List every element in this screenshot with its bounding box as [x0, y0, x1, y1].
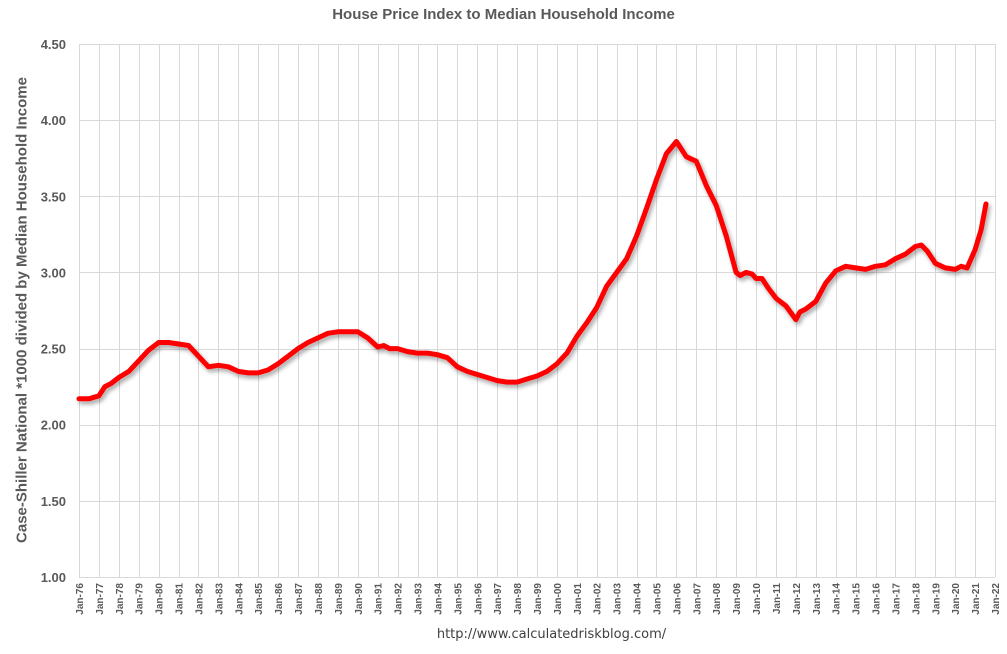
series-line-house-price-to-income — [76, 139, 989, 402]
x-tick-label: Jan-16 — [872, 583, 883, 615]
x-tick-label: Jan-91 — [374, 583, 385, 615]
x-tick-label: Jan-87 — [294, 583, 305, 615]
x-tick-label: Jan-10 — [752, 583, 763, 615]
x-tick-label: Jan-08 — [712, 583, 723, 615]
y-tick-label: 4.50 — [41, 37, 66, 52]
x-tick-label: Jan-99 — [533, 583, 544, 615]
x-tick-label: Jan-07 — [692, 583, 703, 615]
x-tick-label: Jan-94 — [433, 583, 444, 615]
x-tick-label: Jan-83 — [214, 583, 225, 615]
y-tick-label: 1.50 — [41, 494, 66, 509]
y-tick-label: 1.00 — [41, 570, 66, 585]
x-tick-label: Jan-85 — [254, 583, 265, 615]
x-tick-label: Jan-00 — [553, 583, 564, 615]
x-tick-label: Jan-97 — [493, 583, 504, 615]
x-tick-label: Jan-17 — [891, 583, 902, 615]
chart-title: House Price Index to Median Household In… — [332, 6, 675, 23]
x-tick-label: Jan-19 — [931, 583, 942, 615]
x-tick-label: Jan-01 — [573, 583, 584, 615]
x-tick-label: Jan-77 — [95, 583, 106, 615]
x-tick-label: Jan-22 — [991, 583, 1002, 615]
y-axis-ticks: 1.00 1.50 2.00 2.50 3.00 3.50 4.00 4.50 — [41, 37, 66, 585]
x-tick-label: Jan-20 — [951, 583, 962, 615]
x-tick-label: Jan-92 — [394, 583, 405, 615]
x-tick-label: Jan-79 — [135, 583, 146, 615]
x-tick-label: Jan-86 — [274, 583, 285, 615]
gridlines — [79, 44, 996, 578]
y-tick-label: 3.00 — [41, 265, 66, 280]
x-tick-label: Jan-15 — [852, 583, 863, 615]
x-tick-label: Jan-02 — [593, 583, 604, 615]
x-tick-label: Jan-03 — [613, 583, 624, 615]
x-tick-label: Jan-13 — [812, 583, 823, 615]
x-tick-label: Jan-89 — [334, 583, 345, 615]
source-url: http://www.calculatedriskblog.com/ — [436, 627, 667, 642]
x-tick-label: Jan-09 — [732, 583, 743, 615]
x-tick-label: Jan-04 — [633, 583, 644, 615]
y-tick-label: 2.00 — [41, 418, 66, 433]
x-tick-label: Jan-95 — [453, 583, 464, 615]
x-tick-label: Jan-11 — [772, 583, 783, 615]
x-tick-label: Jan-98 — [513, 583, 524, 615]
x-tick-label: Jan-12 — [792, 583, 803, 615]
x-tick-label: Jan-14 — [832, 583, 843, 615]
x-tick-label: Jan-88 — [314, 583, 325, 615]
x-tick-label: Jan-78 — [115, 583, 126, 615]
x-tick-label: Jan-81 — [175, 583, 186, 615]
x-tick-label: Jan-84 — [234, 583, 245, 615]
x-tick-label: Jan-80 — [155, 583, 166, 615]
x-tick-label: Jan-05 — [652, 583, 663, 615]
x-tick-label: Jan-93 — [414, 583, 425, 615]
x-tick-label: Jan-21 — [971, 583, 982, 615]
x-tick-label: Jan-96 — [473, 583, 484, 615]
x-tick-label: Jan-18 — [911, 583, 922, 615]
y-tick-label: 2.50 — [41, 342, 66, 357]
x-tick-label: Jan-90 — [354, 583, 365, 615]
x-tick-label: Jan-76 — [75, 583, 86, 615]
x-tick-label: Jan-06 — [672, 583, 683, 615]
x-tick-label: Jan-82 — [194, 583, 205, 615]
x-axis-ticks: Jan-76 Jan-77 Jan-78 Jan-79 Jan-80 Jan-81 Jan-… — [75, 583, 1002, 615]
y-tick-label: 3.50 — [41, 189, 66, 204]
y-tick-label: 4.00 — [41, 113, 66, 128]
